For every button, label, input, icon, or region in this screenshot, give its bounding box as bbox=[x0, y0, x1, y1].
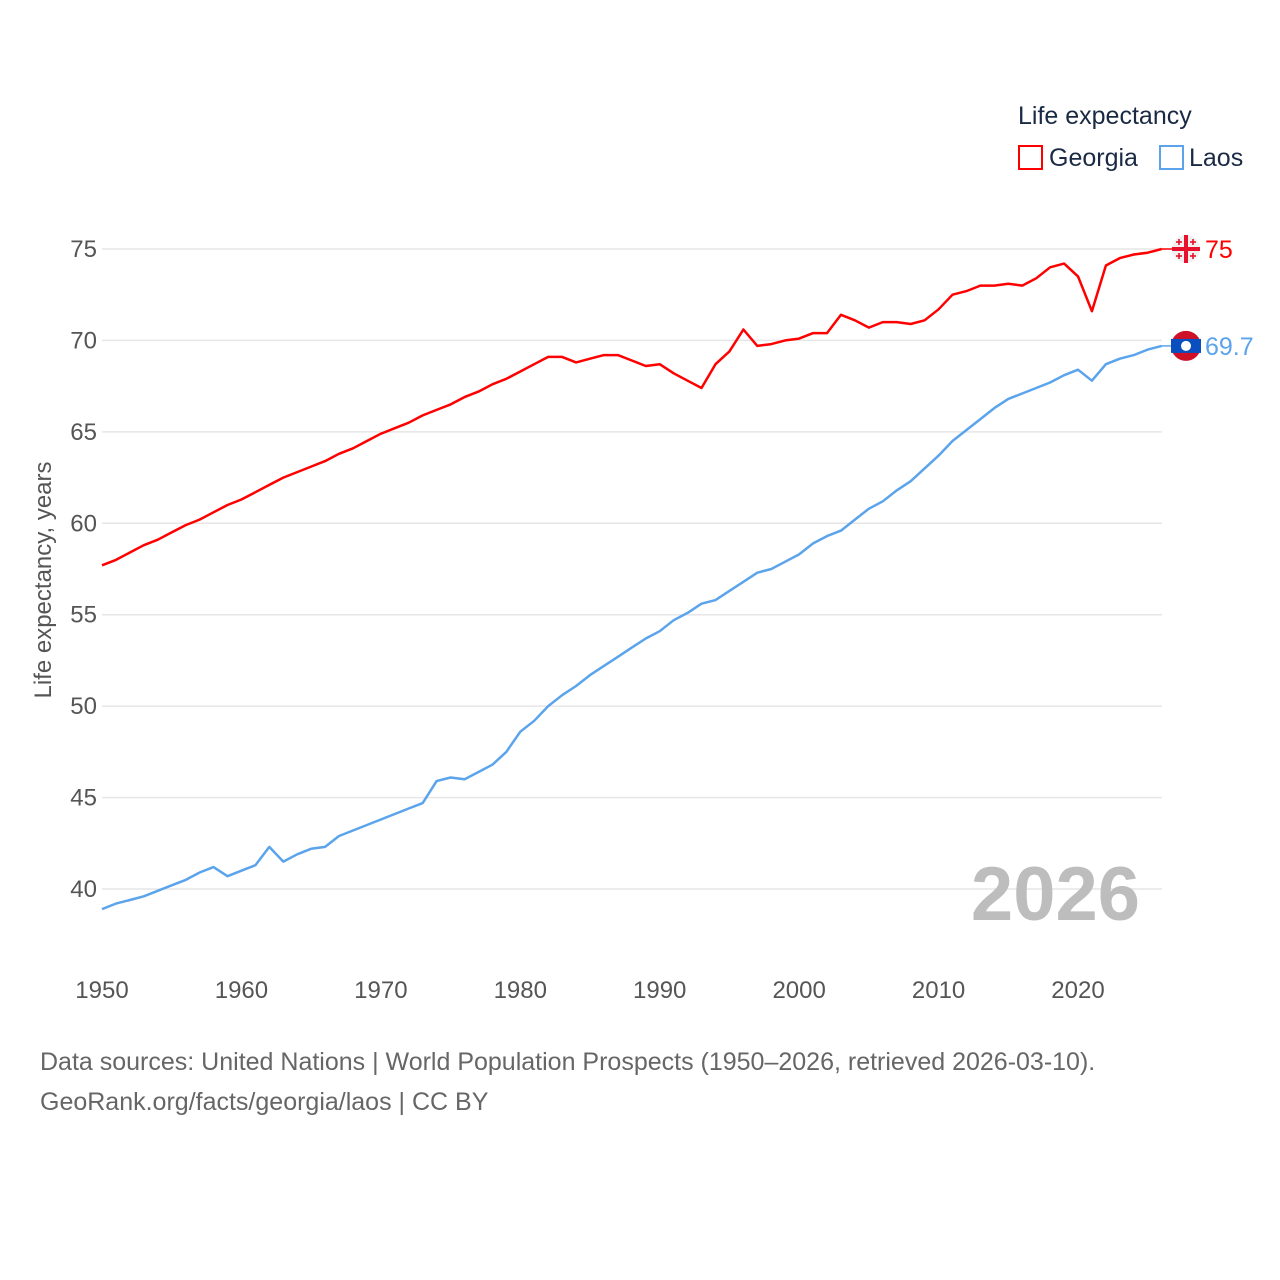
georgia-flag-icon bbox=[1172, 235, 1200, 263]
x-tick-label: 1960 bbox=[215, 977, 268, 1004]
y-tick-label: 65 bbox=[70, 419, 97, 446]
y-axis-ticks: 40 45 50 55 60 65 70 75 bbox=[70, 236, 97, 903]
footer: Data sources: United Nations | World Pop… bbox=[40, 1042, 1095, 1122]
x-tick-label: 2000 bbox=[772, 977, 825, 1004]
legend: Life expectancy Georgia Laos bbox=[1018, 102, 1243, 172]
y-tick-label: 45 bbox=[70, 785, 97, 812]
y-axis-label: Life expectancy, years bbox=[30, 461, 57, 698]
end-value-label-laos: 69.7 bbox=[1205, 333, 1254, 361]
legend-title: Life expectancy bbox=[1018, 102, 1192, 130]
x-tick-label: 2020 bbox=[1051, 977, 1104, 1004]
series-end-markers: 75 69.7 bbox=[1161, 235, 1254, 361]
x-tick-label: 1980 bbox=[494, 977, 547, 1004]
x-axis-ticks: 1950 1960 1970 1980 1990 2000 2010 2020 bbox=[75, 977, 1104, 1004]
x-tick-label: 1990 bbox=[633, 977, 686, 1004]
y-tick-label: 55 bbox=[70, 602, 97, 629]
legend-label-laos[interactable]: Laos bbox=[1189, 144, 1243, 172]
laos-flag-icon bbox=[1171, 330, 1201, 361]
end-value-label-georgia: 75 bbox=[1205, 236, 1233, 264]
series-lines bbox=[101, 247, 1163, 911]
gridlines bbox=[102, 248, 1162, 890]
legend-swatch-laos[interactable] bbox=[1159, 145, 1184, 170]
attribution-link[interactable]: GeoRank.org/facts/georgia/laos | CC BY bbox=[40, 1088, 489, 1116]
y-tick-label: 75 bbox=[70, 236, 97, 263]
y-tick-label: 50 bbox=[70, 693, 97, 720]
data-source-text: Data sources: United Nations | World Pop… bbox=[40, 1048, 1096, 1076]
x-tick-label: 1970 bbox=[354, 977, 407, 1004]
series-line-laos bbox=[101, 344, 1163, 911]
y-tick-label: 60 bbox=[70, 510, 97, 537]
legend-label-georgia[interactable]: Georgia bbox=[1049, 144, 1138, 172]
series-line-georgia bbox=[101, 247, 1163, 567]
x-tick-label: 2010 bbox=[912, 977, 965, 1004]
x-tick-label: 1950 bbox=[75, 977, 128, 1004]
y-tick-label: 70 bbox=[70, 327, 97, 354]
y-tick-label: 40 bbox=[70, 876, 97, 903]
year-watermark: 2026 bbox=[971, 852, 1140, 937]
legend-swatch-georgia[interactable] bbox=[1018, 145, 1043, 170]
